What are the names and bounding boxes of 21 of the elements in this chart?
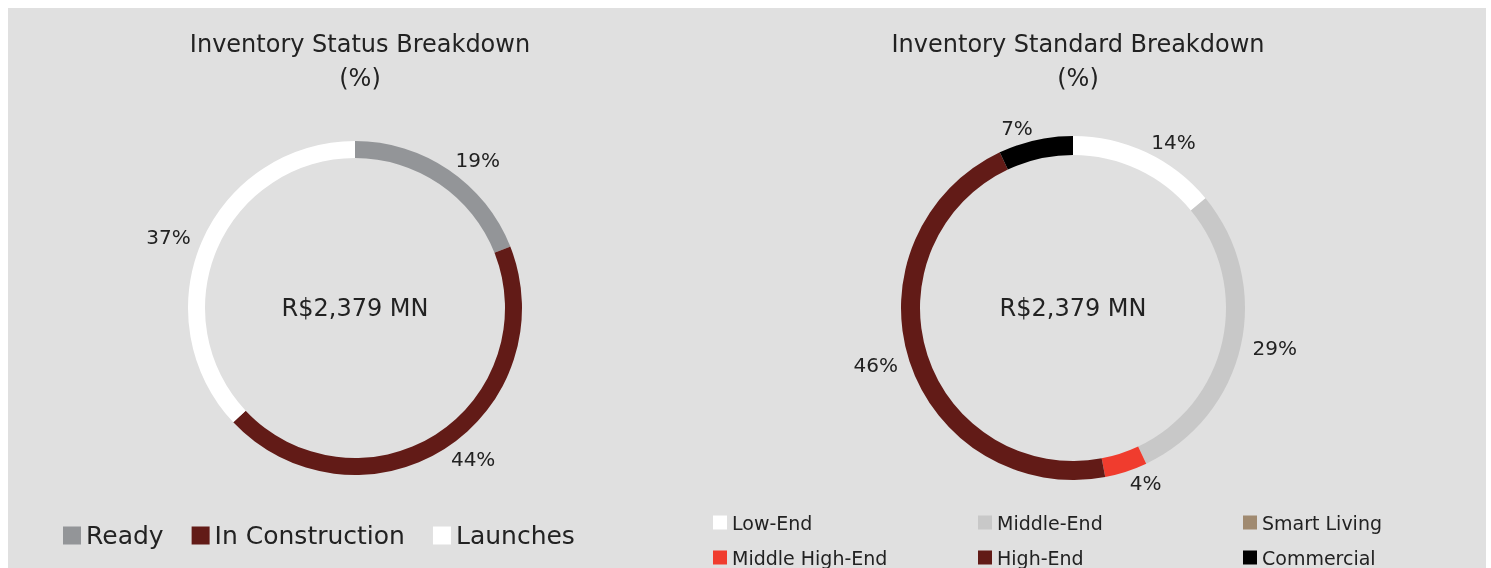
legend-label: Launches bbox=[455, 521, 575, 550]
legend-label: Low-End bbox=[732, 511, 813, 534]
data-label: 46% bbox=[853, 352, 899, 377]
chart-title: Inventory Status Breakdown (%) bbox=[189, 30, 531, 92]
data-label: 44% bbox=[450, 447, 496, 472]
legend-label: In Construction bbox=[214, 521, 405, 550]
text: R$2,379 MN bbox=[999, 294, 1147, 322]
data-label: 4% bbox=[1129, 470, 1162, 495]
data-label: 19% bbox=[455, 147, 501, 172]
legend-label: Commercial bbox=[1262, 546, 1376, 568]
chart-title: Inventory Standard Breakdown (%) bbox=[891, 30, 1265, 92]
legend-label: Middle High-End bbox=[732, 546, 888, 568]
legend-label: High-End bbox=[997, 546, 1084, 568]
text: R$2,379 MN bbox=[281, 294, 429, 322]
data-label: 14% bbox=[1151, 129, 1196, 154]
data-label: 37% bbox=[146, 224, 191, 249]
legend-label: Smart Living bbox=[1262, 511, 1383, 534]
legend-label: Ready bbox=[86, 521, 164, 550]
data-label: 7% bbox=[1001, 116, 1033, 141]
legend-label: Middle-End bbox=[997, 511, 1103, 534]
data-label: 29% bbox=[1252, 336, 1298, 361]
